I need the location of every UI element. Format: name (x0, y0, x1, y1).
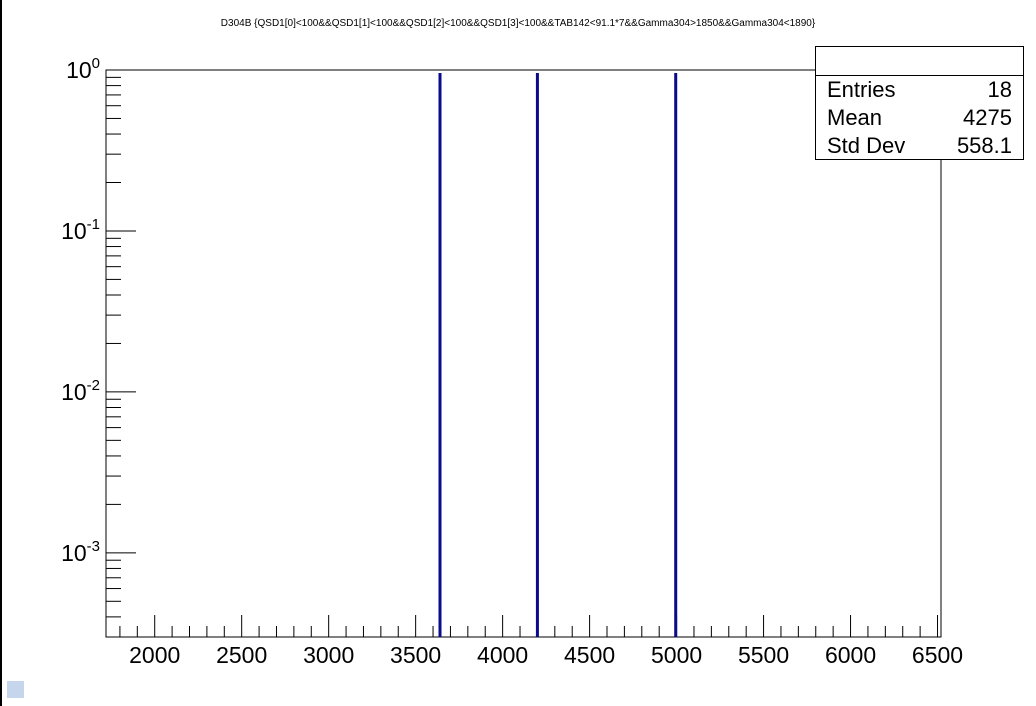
y-tick-label: 10-1 (61, 216, 100, 244)
x-tick-label: 6500 (912, 642, 963, 668)
canvas-corner-marker[interactable] (7, 681, 24, 698)
y-tick-label: 10-2 (61, 377, 100, 405)
stats-box-header (816, 47, 1023, 76)
stats-entries-value: 18 (987, 77, 1012, 102)
x-tick-label: 4500 (564, 642, 615, 668)
x-tick-label: 2500 (216, 642, 267, 668)
stats-stddev-label: Std Dev (827, 133, 906, 158)
stats-row-mean: Mean 4275 (816, 104, 1023, 132)
y-tick-label: 10-3 (61, 538, 100, 566)
stats-row-stddev: Std Dev 558.1 (816, 132, 1023, 160)
stats-entries-label: Entries (827, 77, 896, 102)
y-tick-label: 100 (66, 55, 100, 83)
x-tick-label: 3500 (390, 642, 441, 668)
stats-mean-value: 4275 (963, 105, 1012, 130)
stats-row-entries: Entries 18 (816, 76, 1023, 104)
stats-stddev-value: 558.1 (956, 133, 1012, 158)
x-tick-label: 3000 (303, 642, 354, 668)
stats-mean-label: Mean (827, 105, 883, 130)
x-tick-label: 6000 (825, 642, 876, 668)
stats-box: Entries 18 Mean 4275 Std Dev 558.1 (815, 46, 1024, 160)
x-tick-label: 5000 (651, 642, 702, 668)
x-tick-label: 4000 (477, 642, 528, 668)
plot-frame (105, 69, 942, 638)
window-left-edge (0, 0, 2, 706)
chart-title: D304B {QSD1[0]<100&&QSD1[1]<100&&QSD1[2]… (221, 18, 816, 29)
x-tick-label: 5500 (738, 642, 789, 668)
x-tick-label: 2000 (129, 642, 180, 668)
